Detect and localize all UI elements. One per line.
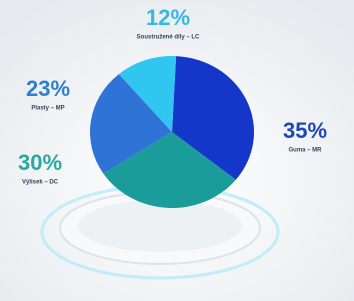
chart: 35% Guma – MR 30% Výlisek – DC 23% Plasty – M…: [0, 0, 354, 301]
value-label: 23%: [26, 76, 70, 101]
category-label: Guma – MR: [288, 148, 322, 154]
category-label: Plasty – MP: [31, 106, 64, 112]
category-label: Soustružené díly – LC: [137, 35, 200, 41]
value-label: 35%: [283, 118, 327, 143]
pie: [90, 56, 254, 208]
category-label: Výlisek – DC: [22, 180, 59, 186]
value-label: 12%: [146, 5, 190, 30]
value-label: 30%: [18, 150, 62, 175]
platform-top: [78, 200, 242, 252]
